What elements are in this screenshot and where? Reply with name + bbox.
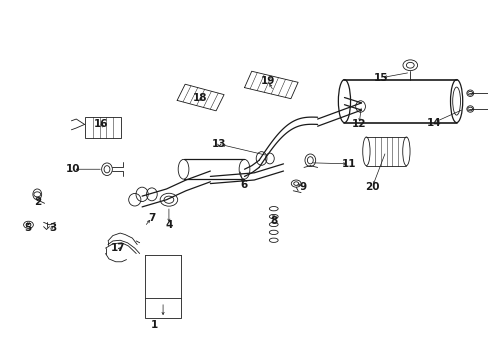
- Text: 3: 3: [50, 224, 57, 233]
- Text: 11: 11: [342, 159, 356, 169]
- Text: 6: 6: [240, 180, 246, 190]
- Text: 17: 17: [110, 243, 125, 253]
- Text: 4: 4: [165, 220, 172, 230]
- Text: 9: 9: [299, 182, 306, 192]
- Text: 8: 8: [269, 216, 277, 226]
- Text: 12: 12: [351, 120, 366, 129]
- Text: 2: 2: [34, 197, 41, 207]
- Text: 15: 15: [373, 73, 387, 83]
- Text: 14: 14: [426, 118, 440, 128]
- Text: 18: 18: [192, 93, 206, 103]
- Text: 10: 10: [65, 164, 80, 174]
- Text: 13: 13: [211, 139, 226, 149]
- Text: 16: 16: [93, 120, 108, 129]
- Text: 7: 7: [148, 213, 155, 222]
- Bar: [84, 117, 121, 138]
- Text: 5: 5: [24, 224, 31, 233]
- Text: 19: 19: [260, 76, 275, 86]
- Bar: [144, 298, 181, 318]
- Text: 1: 1: [150, 320, 158, 330]
- Text: 20: 20: [364, 182, 379, 192]
